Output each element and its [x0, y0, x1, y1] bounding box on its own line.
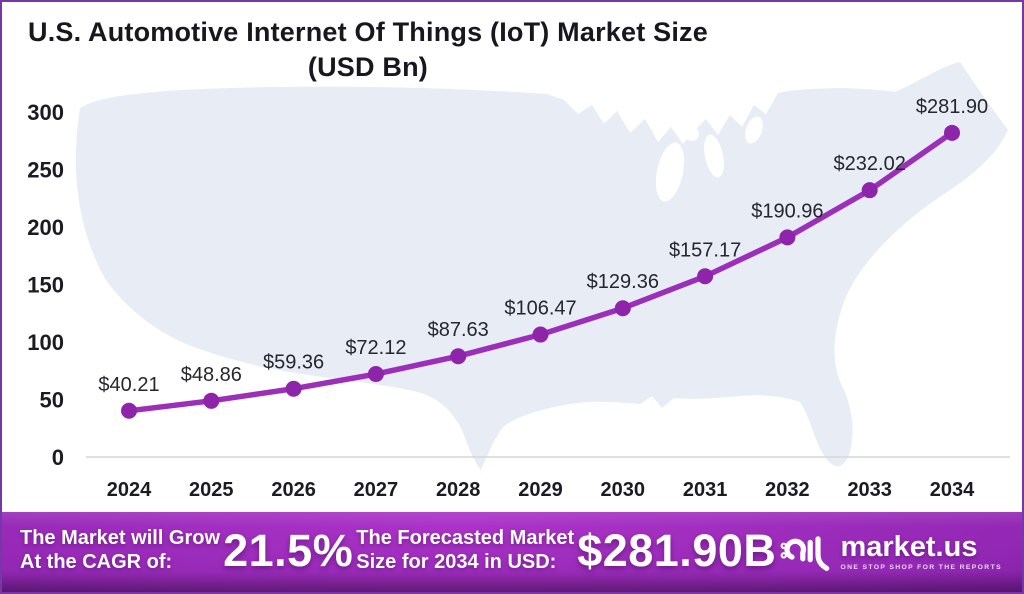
line-chart: 0 50 100 150 200 250 300 2024 2025 2026 2027 2028 20… — [27, 62, 1010, 501]
cagr-label-line2: At the CAGR of: — [20, 551, 173, 573]
x-axis-tick-label: 2028 — [436, 479, 481, 501]
data-point-label: $87.63 — [428, 319, 489, 341]
data-point-marker — [944, 124, 960, 141]
cagr-label: The Market will Grow At the CAGR of: — [20, 527, 220, 574]
data-point-label: $72.12 — [345, 337, 406, 359]
cagr-label-line1: The Market will Grow — [20, 527, 221, 550]
data-point-marker — [532, 326, 549, 343]
data-point-label: $281.90 — [916, 96, 988, 118]
x-axis-tick-label: 2027 — [354, 479, 399, 501]
data-point-label: $59.36 — [263, 352, 324, 374]
market-us-logo: market.us ONE STOP SHOP FOR THE REPORTS — [779, 528, 1002, 574]
chart-title: U.S. Automotive Internet Of Things (IoT)… — [28, 14, 708, 84]
data-point-marker — [779, 229, 796, 246]
x-axis-tick-label: 2030 — [601, 479, 646, 501]
forecast-value: $281.90B — [577, 525, 777, 576]
chart-title-line1: U.S. Automotive Internet Of Things (IoT)… — [28, 17, 708, 47]
data-point-label: $106.47 — [504, 298, 576, 320]
data-point-label: $40.21 — [98, 374, 159, 396]
great-lake-icon — [704, 134, 724, 178]
great-lake-icon — [685, 127, 699, 141]
data-point-marker — [285, 380, 302, 397]
data-point-label: $232.02 — [834, 153, 906, 175]
y-axis-tick-label: 200 — [27, 215, 64, 240]
x-axis-tick-label: 2026 — [271, 479, 316, 501]
forecast-label-line1: The Forecasted Market — [356, 527, 575, 550]
chart-area: 0 50 100 150 200 250 300 2024 2025 2026 2027 2028 20… — [2, 2, 1022, 517]
data-point-label: $129.36 — [587, 271, 659, 293]
data-point-marker — [203, 392, 220, 409]
logo-tagline: ONE STOP SHOP FOR THE REPORTS — [840, 563, 1002, 571]
data-point-label: $190.96 — [751, 200, 823, 222]
y-axis-tick-label: 0 — [52, 445, 64, 470]
data-point-label: $157.17 — [669, 239, 741, 261]
great-lake-icon — [745, 116, 763, 144]
x-axis-tick-label: 2024 — [107, 479, 152, 501]
y-axis-tick-label: 300 — [27, 100, 64, 125]
market-us-logo-icon — [780, 536, 830, 571]
x-axis-tick-label: 2031 — [683, 479, 728, 501]
data-point-marker — [367, 366, 384, 383]
y-axis-tick-label: 150 — [27, 273, 64, 298]
great-lake-icon — [655, 142, 685, 202]
x-axis-tick-label: 2033 — [847, 479, 892, 501]
data-point-marker — [450, 348, 467, 365]
logo-texts: market.us ONE STOP SHOP FOR THE REPORTS — [840, 532, 1002, 571]
y-axis-tick-label: 50 — [40, 388, 64, 413]
data-point-marker — [121, 402, 137, 419]
data-point-label: $48.86 — [181, 364, 242, 386]
forecast-label: The Forecasted Market Size for 2034 in U… — [356, 527, 574, 574]
x-axis-tick-label: 2029 — [518, 479, 563, 501]
x-axis-tick-label: 2032 — [765, 479, 810, 501]
chart-title-line2: (USD Bn) — [307, 52, 429, 82]
data-point-marker — [614, 300, 631, 317]
x-axis-tick-label: 2025 — [189, 479, 234, 501]
data-point-marker — [697, 268, 714, 285]
y-axis-tick-label: 100 — [27, 330, 64, 355]
logo-name: market.us — [840, 530, 978, 563]
cagr-value: 21.5% — [223, 525, 354, 576]
footer-banner: The Market will Grow At the CAGR of: 21.… — [2, 512, 1022, 592]
y-axis-tick-label: 250 — [27, 158, 64, 183]
us-map-silhouette-icon — [75, 62, 1009, 470]
data-point-marker — [861, 182, 878, 199]
x-axis-tick-label: 2034 — [930, 479, 975, 501]
forecast-label-line2: Size for 2034 in USD: — [356, 551, 557, 573]
